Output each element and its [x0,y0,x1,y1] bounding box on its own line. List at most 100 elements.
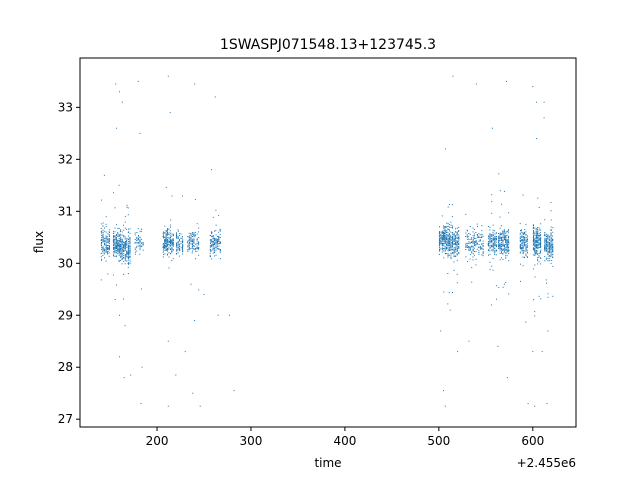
data-point [134,234,136,236]
data-point [450,244,452,246]
data-point [544,244,546,246]
data-point [491,240,492,242]
data-point [121,101,123,103]
data-point [491,249,492,251]
data-point [167,233,169,235]
data-point [171,250,173,252]
data-point [545,247,547,248]
data-point [492,246,494,247]
data-point [472,240,474,242]
data-point [162,234,164,236]
data-point [171,195,173,197]
data-point [474,254,476,256]
data-point [194,231,196,233]
data-point [442,243,443,245]
data-point [191,248,193,250]
data-point [165,186,167,188]
data-point [503,233,505,235]
data-point [439,242,441,244]
data-point [187,249,189,250]
data-point [108,236,110,237]
data-point [546,235,548,237]
data-point [123,250,125,252]
data-point [524,232,525,234]
data-point [193,238,195,240]
data-point [453,232,455,234]
data-point [505,257,507,259]
data-point [492,237,494,239]
data-point [123,257,125,258]
data-point [193,232,195,234]
data-point [123,247,125,249]
data-point [117,250,119,252]
data-point [129,252,131,254]
data-point [552,240,554,242]
data-point [446,244,448,246]
data-point [527,239,528,240]
data-point [452,238,454,240]
data-point [446,222,448,224]
data-point [466,229,468,231]
data-point [468,233,470,234]
data-point [218,237,220,239]
data-point [520,280,521,282]
data-point [450,227,452,228]
data-point [506,241,508,243]
data-point [475,264,477,266]
data-point [453,255,455,257]
data-point [448,204,450,206]
data-point [215,246,217,248]
data-point [198,289,200,291]
data-point [442,240,443,242]
data-point [196,238,198,240]
data-point [447,222,449,224]
data-point [521,232,523,234]
data-point [547,237,549,239]
data-point [533,299,535,301]
data-point [449,247,451,249]
data-point [508,235,510,237]
data-point [491,238,492,240]
data-point [127,273,129,275]
data-point [126,237,128,239]
data-point [193,246,195,247]
data-point [115,238,117,240]
data-point [537,197,539,199]
data-point [526,246,528,248]
data-point [453,248,455,250]
data-point [475,250,477,252]
data-point [552,231,554,233]
data-point [212,245,214,247]
data-point [522,236,524,237]
data-point [502,243,504,245]
data-point [118,240,120,242]
data-point [195,250,196,252]
data-point [219,249,221,250]
data-point [176,245,177,247]
data-point [453,240,455,242]
data-point [120,256,122,258]
data-point [532,351,534,353]
data-point [215,238,217,240]
data-point [498,173,500,175]
data-point [113,237,114,239]
data-point [216,248,218,250]
data-point [489,239,491,241]
data-point [118,228,120,229]
data-point [114,252,116,254]
data-point [128,262,129,264]
data-point [105,250,107,252]
data-point [523,232,525,234]
data-point [545,237,547,239]
data-point [498,245,500,247]
data-point [121,238,123,240]
data-point [164,245,166,247]
data-point [123,298,125,300]
data-point [552,253,554,255]
data-point [444,226,446,227]
data-point [216,246,218,248]
data-point [534,242,536,244]
data-point [180,241,182,243]
data-point [492,249,494,251]
data-point [177,242,179,244]
